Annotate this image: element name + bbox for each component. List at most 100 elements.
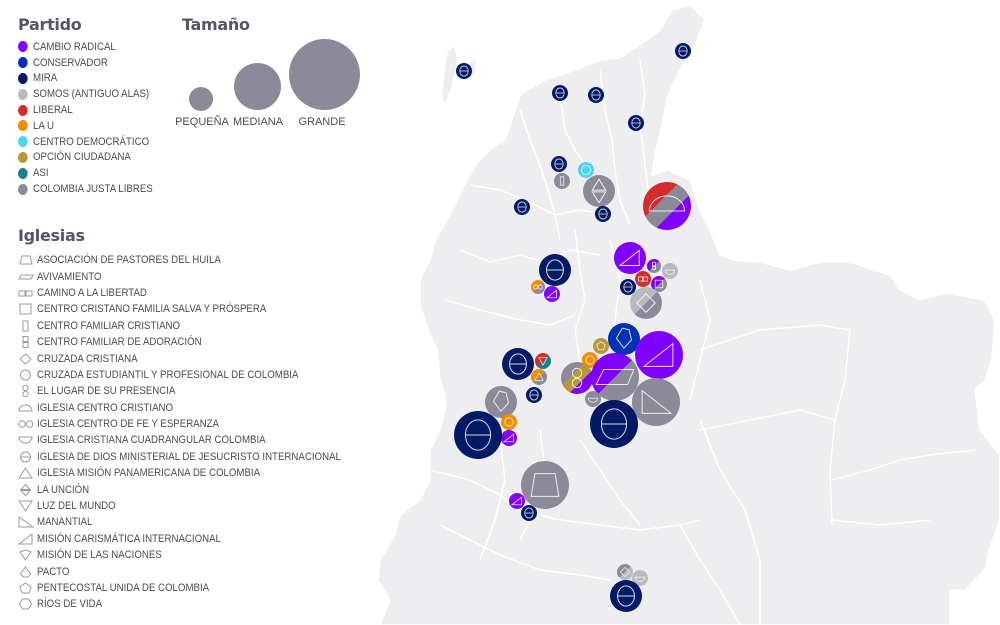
church-marker-triangle-down[interactable] xyxy=(531,349,555,373)
church-marker-square[interactable] xyxy=(647,272,671,296)
church-legend-item[interactable]: LA UNCIÓN xyxy=(18,481,382,497)
church-marker-stacked-rectangles[interactable] xyxy=(644,256,664,276)
parallelogram-icon xyxy=(18,274,34,280)
brazil-area xyxy=(950,560,1000,625)
church-legend-item[interactable]: IGLESIA DE DIOS MINISTERIAL DE JESUCRIST… xyxy=(18,449,382,465)
party-color-dot xyxy=(18,136,28,148)
church-legend-item[interactable]: IGLESIA CENTRO DE FE Y ESPERANZA xyxy=(18,416,382,432)
half-circle-up-icon xyxy=(18,404,33,412)
church-marker-half-circle-down[interactable] xyxy=(662,263,678,279)
party-color-dot xyxy=(18,151,28,163)
party-legend-item[interactable]: LIBERAL xyxy=(18,102,153,118)
church-marker-parallelogram[interactable] xyxy=(581,343,649,411)
church-legend-item[interactable]: LUZ DEL MUNDO xyxy=(18,498,382,514)
trapezoid-icon xyxy=(19,255,33,265)
party-legend-item[interactable]: SOMOS (ANTIGUO ALAS) xyxy=(18,86,153,102)
church-marker-double-square[interactable] xyxy=(635,271,651,287)
church-marker-split-circle[interactable] xyxy=(675,43,691,59)
church-marker-tall-rectangle[interactable] xyxy=(554,173,570,189)
church-marker-half-circle-down[interactable] xyxy=(632,570,648,586)
church-marker-double-circle[interactable] xyxy=(528,277,548,297)
church-marker-right-triangle-right[interactable] xyxy=(635,331,683,379)
church-legend-item[interactable]: CENTRO FAMILIAR DE ADORACIÓN xyxy=(18,334,382,350)
party-legend-item[interactable]: OPCIÓN CIUDADANA xyxy=(18,150,153,166)
church-marker-half-circle-up[interactable] xyxy=(633,172,701,240)
double-square-icon xyxy=(18,290,33,297)
church-legend-item[interactable]: RÍOS DE VIDA xyxy=(18,596,382,612)
church-legend-item[interactable]: MANANTIAL xyxy=(18,514,382,530)
church-marker-diamond[interactable] xyxy=(623,280,669,326)
church-marker-split-circle[interactable] xyxy=(551,156,567,172)
church-marker-right-triangle-right[interactable] xyxy=(509,493,525,509)
party-legend-list: CAMBIO RADICAL CONSERVADOR MIRA SOMOS (A… xyxy=(18,39,171,197)
party-color-dot xyxy=(18,167,28,179)
church-marker-split-circle[interactable] xyxy=(588,87,604,103)
party-legend-title: Partido xyxy=(18,15,82,34)
party-legend-item[interactable]: LA U xyxy=(18,118,153,134)
church-marker-split-circle[interactable] xyxy=(454,411,502,459)
church-marker-split-circle[interactable] xyxy=(620,279,636,295)
party-legend-item[interactable]: CENTRO DEMOCRÁTICO xyxy=(18,134,153,150)
party-legend-item[interactable]: CONSERVADOR xyxy=(18,55,153,71)
church-marker-right-triangle-right[interactable] xyxy=(501,430,517,446)
church-legend-item[interactable]: IGLESIA MISIÓN PANAMERICANA DE COLOMBIA xyxy=(18,465,382,481)
party-legend-item[interactable]: COLOMBIA JUSTA LIBRES xyxy=(18,181,153,197)
size-medium-circle xyxy=(234,63,281,110)
church-legend-item[interactable]: ASOCIACIÓN DE PASTORES DEL HUILA xyxy=(18,252,382,268)
stacked-rectangles-icon xyxy=(22,336,29,349)
venezuela-area xyxy=(690,0,1000,300)
party-legend-item[interactable]: MIRA xyxy=(18,71,153,87)
church-marker-split-circle[interactable] xyxy=(456,63,472,79)
pacto-kite-icon xyxy=(19,565,32,578)
church-marker-split-circle[interactable] xyxy=(628,115,644,131)
right-triangle-left-icon xyxy=(18,516,34,528)
church-legend-item[interactable]: IGLESIA CRISTIANA CUADRANGULAR COLOMBIA xyxy=(18,432,382,448)
church-marker-pentagon[interactable] xyxy=(593,338,609,354)
church-marker-right-triangle-right[interactable] xyxy=(614,242,646,274)
pentagon-icon xyxy=(19,582,32,594)
church-marker-kite[interactable] xyxy=(608,323,640,355)
church-marker-hexagon[interactable] xyxy=(578,162,594,178)
church-marker-split-circle[interactable] xyxy=(502,348,534,380)
church-marker-split-circle[interactable] xyxy=(514,199,530,215)
church-legend-item[interactable]: PACTO xyxy=(18,563,382,579)
church-legend-item[interactable]: MISIÓN CARISMÁTICA INTERNACIONAL xyxy=(18,531,382,547)
church-marker-half-circle-down[interactable] xyxy=(585,391,601,407)
church-marker-split-circle[interactable] xyxy=(595,206,611,222)
church-marker-split-circle[interactable] xyxy=(552,85,568,101)
church-legend-item[interactable]: EL LUGAR DE SU PRESENCIA xyxy=(18,383,382,399)
party-color-dot xyxy=(18,104,28,116)
church-legend-item[interactable]: CAMINO A LA LIBERTAD xyxy=(18,285,382,301)
church-marker-trapezoid[interactable] xyxy=(521,461,569,509)
church-marker-triangle-up[interactable] xyxy=(527,365,551,389)
church-legend-item[interactable]: PENTECOSTAL UNIDA DE COLOMBIA xyxy=(18,580,382,596)
church-legend-item[interactable]: AVIVAMIENTO xyxy=(18,268,382,284)
church-legend-item[interactable]: CENTRO CRISTANO FAMILIA SALVA Y PRÓSPERA xyxy=(18,301,382,317)
party-legend-item[interactable]: ASI xyxy=(18,165,153,181)
church-legend-item[interactable]: CRUZADA ESTUDIANTIL Y PROFESIONAL DE COL… xyxy=(18,367,382,383)
church-legend-item[interactable]: CRUZADA CRISTIANA xyxy=(18,350,382,366)
size-large-circle xyxy=(289,39,360,110)
church-marker-split-circle[interactable] xyxy=(590,400,638,448)
church-marker-circle[interactable] xyxy=(501,414,517,430)
church-marker-split-circle[interactable] xyxy=(526,387,542,403)
party-legend-item[interactable]: CAMBIO RADICAL xyxy=(18,39,153,55)
split-circle-icon xyxy=(20,451,31,463)
church-marker-diamond[interactable] xyxy=(613,560,637,584)
church-legend-item[interactable]: IGLESIA CENTRO CRISTIANO xyxy=(18,400,382,416)
party-color-dot xyxy=(18,88,28,100)
church-marker-double-triangle[interactable] xyxy=(583,175,615,207)
church-marker-split-circle[interactable] xyxy=(521,505,537,521)
church-marker-split-circle[interactable] xyxy=(539,254,571,286)
church-marker-circle[interactable] xyxy=(582,352,598,368)
church-legend-item[interactable]: MISIÓN DE LAS NACIONES xyxy=(18,547,382,563)
church-marker-right-triangle-right[interactable] xyxy=(544,286,560,302)
church-marker-split-circle[interactable] xyxy=(610,580,642,612)
hexagon-icon xyxy=(18,598,33,610)
party-color-dot xyxy=(18,120,28,132)
church-legend-item[interactable]: CENTRO FAMILIAR CRISTIANO xyxy=(18,318,382,334)
church-marker-right-triangle-left[interactable] xyxy=(632,378,680,426)
size-small-label: PEQUEÑA xyxy=(175,116,229,128)
department-borders xyxy=(429,59,976,625)
church-marker-kite[interactable] xyxy=(485,386,517,418)
